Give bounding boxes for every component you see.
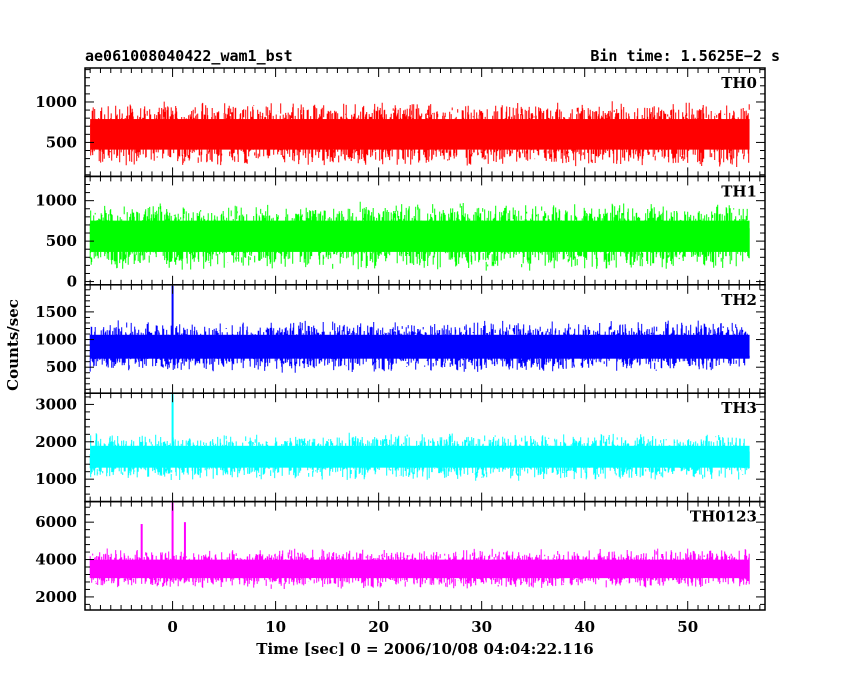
panel-label-th1: TH1: [721, 182, 757, 200]
x-tick-label: 40: [574, 618, 595, 636]
series-core-th0: [90, 119, 750, 150]
panel-th2: 500 1000 1500 TH2: [35, 284, 766, 394]
panel-th3: 1000 2000 3000 TH3: [35, 392, 766, 503]
x-tick-label: 50: [677, 618, 698, 636]
panel-label-th2: TH2: [721, 291, 757, 309]
y-tick-label: 500: [46, 358, 77, 376]
panel-th0123: 2000 4000 6000 TH0123: [35, 500, 766, 611]
series-core-th0123: [90, 559, 750, 579]
panel-th0: 500 1000 TH0: [35, 67, 766, 178]
panel-label-th0: TH0: [721, 74, 757, 92]
x-axis-title: Time [sec] 0 = 2006/10/08 04:04:22.116: [256, 640, 593, 658]
x-axis: 0 10 20 30 40 50: [167, 618, 698, 636]
y-tick-label: 6000: [35, 513, 77, 531]
series-core-th1: [90, 220, 750, 252]
y-tick-label: 3000: [35, 395, 77, 413]
y-tick-label: 500: [46, 232, 77, 250]
y-tick-label: 2000: [35, 433, 77, 451]
header-right: Bin time: 1.5625E−2 s: [590, 47, 780, 65]
series-core-th2: [90, 334, 750, 359]
x-tick-label: 0: [167, 618, 177, 636]
y-tick-label: 1000: [35, 470, 77, 488]
y-tick-label: 4000: [35, 551, 77, 569]
header-left: ae061008040422_wam1_bst: [85, 47, 293, 65]
panel-label-th3: TH3: [721, 399, 757, 417]
panel-th1: 0 500 1000 TH1: [35, 175, 766, 291]
y-tick-label: 2000: [35, 588, 77, 606]
x-tick-label: 10: [265, 618, 286, 636]
y-tick-label: 0: [67, 273, 77, 291]
y-tick-label: 1000: [35, 192, 77, 210]
x-tick-label: 20: [368, 618, 389, 636]
panel-label-th0123: TH0123: [690, 508, 757, 526]
y-tick-label: 1000: [35, 331, 77, 349]
panels: 500 1000 TH0 0 500 1000 TH1 500 1000 1500 TH2 1000 2…: [35, 67, 766, 611]
x-tick-label: 30: [471, 618, 492, 636]
y-tick-label: 500: [46, 133, 77, 151]
y-tick-label: 1500: [35, 303, 77, 321]
series-core-th3: [90, 445, 750, 468]
y-tick-label: 1000: [35, 93, 77, 111]
panel-frame: [84, 500, 766, 611]
y-axis-title: Counts/sec: [4, 299, 22, 391]
